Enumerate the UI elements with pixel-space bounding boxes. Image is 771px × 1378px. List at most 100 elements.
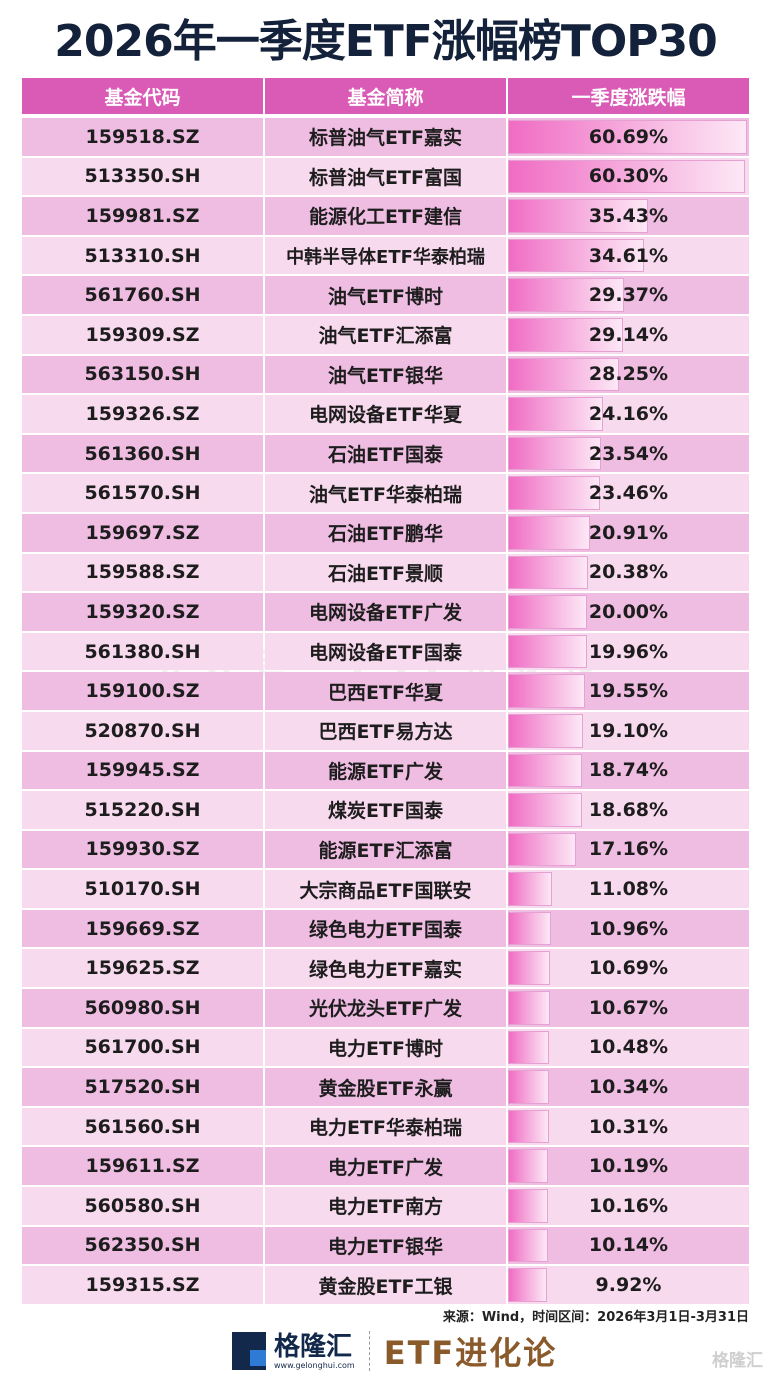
change-value: 29.37%: [588, 284, 669, 307]
change-bar: [508, 1228, 548, 1263]
change-value: 18.74%: [588, 759, 669, 782]
change-cell: 11.08%: [508, 870, 749, 908]
change-bar: [508, 674, 585, 708]
table-header: 基金代码 基金简称 一季度涨跌幅: [22, 78, 749, 114]
change-bar: [508, 911, 552, 946]
fund-code: 159326.SZ: [22, 395, 263, 433]
change-value: 23.46%: [588, 482, 669, 505]
fund-code: 159309.SZ: [22, 315, 263, 354]
change-cell: 60.30%: [508, 157, 749, 196]
change-value: 35.43%: [588, 204, 669, 227]
change-bar: [508, 1030, 550, 1065]
fund-name: 标普油气ETF嘉实: [265, 118, 506, 156]
table-row: 561700.SH 电力ETF博时 10.48%: [22, 1028, 749, 1067]
change-cell: 10.34%: [508, 1068, 749, 1106]
fund-name: 电力ETF华泰柏瑞: [265, 1107, 506, 1146]
fund-name: 电力ETF南方: [265, 1187, 506, 1225]
table-row: 159669.SZ 绿色电力ETF国泰 10.96%: [22, 909, 749, 948]
fund-code: 159981.SZ: [22, 197, 263, 235]
change-cell: 24.16%: [508, 395, 749, 433]
change-cell: 20.00%: [508, 593, 749, 631]
change-cell: 19.96%: [508, 632, 749, 671]
gelonghui-logo-icon: [232, 1332, 266, 1370]
header-change: 一季度涨跌幅: [508, 78, 749, 114]
table-row: 563150.SH 油气ETF银华 28.25%: [22, 355, 749, 394]
change-bar: [508, 357, 620, 392]
change-bar: [508, 753, 582, 788]
fund-name: 石油ETF国泰: [265, 434, 506, 473]
fund-name: 电力ETF广发: [265, 1147, 506, 1186]
change-bar: [508, 1268, 548, 1302]
table-row: 159611.SZ 电力ETF广发 10.19%: [22, 1147, 749, 1186]
fund-name: 油气ETF博时: [265, 276, 506, 314]
fund-name: 巴西ETF华夏: [265, 672, 506, 710]
table-row: 159930.SZ 能源ETF汇添富 17.16%: [22, 830, 749, 869]
fund-name: 能源化工ETF建信: [265, 197, 506, 235]
header-code: 基金代码: [22, 78, 263, 114]
fund-name: 电网设备ETF广发: [265, 593, 506, 631]
logo-url: www.gelonghui.com: [274, 1360, 355, 1370]
fund-code: 561700.SH: [22, 1028, 263, 1067]
logo-name: 格隆汇: [274, 1331, 353, 1362]
change-cell: 19.55%: [508, 672, 749, 710]
fund-code: 563150.SH: [22, 355, 263, 394]
change-cell: 10.96%: [508, 909, 749, 948]
change-bar: [508, 238, 645, 273]
change-value: 10.67%: [588, 996, 669, 1019]
fund-code: 560980.SH: [22, 989, 263, 1027]
change-bar: [508, 159, 746, 194]
page-title: 2026年一季度ETF涨幅榜TOP30: [54, 16, 717, 67]
change-value: 10.16%: [588, 1194, 669, 1217]
change-bar: [508, 436, 601, 471]
change-bar: [508, 476, 601, 510]
change-value: 60.30%: [588, 165, 669, 188]
change-bar: [508, 991, 551, 1025]
change-value: 10.96%: [588, 917, 669, 940]
change-value: 17.16%: [588, 838, 669, 861]
table-row: 510170.SH 大宗商品ETF国联安 11.08%: [22, 870, 749, 908]
change-bar: [508, 1070, 549, 1104]
change-cell: 23.46%: [508, 474, 749, 512]
fund-name: 光伏龙头ETF广发: [265, 989, 506, 1027]
change-bar: [508, 555, 589, 590]
change-bar: [508, 634, 587, 669]
fund-name: 大宗商品ETF国联安: [265, 870, 506, 908]
fund-code: 560580.SH: [22, 1187, 263, 1225]
change-value: 19.55%: [588, 680, 669, 703]
change-cell: 19.10%: [508, 711, 749, 750]
fund-code: 513310.SH: [22, 236, 263, 275]
fund-name: 绿色电力ETF国泰: [265, 909, 506, 948]
change-value: 18.68%: [588, 798, 669, 821]
change-bar: [508, 397, 604, 431]
change-bar: [508, 832, 576, 867]
fund-code: 561760.SH: [22, 276, 263, 314]
change-value: 60.69%: [588, 125, 669, 148]
table-row: 517520.SH 黄金股ETF永赢 10.34%: [22, 1068, 749, 1106]
change-bar: [508, 278, 624, 312]
table-row: 159320.SZ 电网设备ETF广发 20.00%: [22, 593, 749, 631]
fund-code: 159669.SZ: [22, 909, 263, 948]
change-bar: [508, 713, 584, 748]
change-bar: [508, 317, 623, 352]
change-value: 34.61%: [588, 244, 669, 267]
change-bar: [508, 120, 747, 154]
change-value: 10.19%: [588, 1155, 669, 1178]
change-bar: [508, 199, 648, 233]
table-row: 520870.SH 巴西ETF易方达 19.10%: [22, 711, 749, 750]
table-row: 159315.SZ 黄金股ETF工银 9.92%: [22, 1266, 749, 1304]
change-cell: 18.68%: [508, 791, 749, 829]
fund-name: 绿色电力ETF嘉实: [265, 949, 506, 988]
fund-code: 561570.SH: [22, 474, 263, 512]
etf-ranking-table: 基金代码 基金简称 一季度涨跌幅 159518.SZ 标普油气ETF嘉实 60.69…: [22, 78, 749, 1306]
table-row: 561570.SH 油气ETF华泰柏瑞 23.46%: [22, 474, 749, 512]
change-cell: 10.19%: [508, 1147, 749, 1186]
change-cell: 35.43%: [508, 197, 749, 235]
fund-code: 159100.SZ: [22, 672, 263, 710]
table-row: 159697.SZ 石油ETF鹏华 20.91%: [22, 513, 749, 552]
table-row: 562350.SH 电力ETF银华 10.14%: [22, 1226, 749, 1265]
table-row: 159326.SZ 电网设备ETF华夏 24.16%: [22, 395, 749, 433]
fund-code: 159625.SZ: [22, 949, 263, 988]
change-cell: 60.69%: [508, 118, 749, 156]
change-value: 10.69%: [588, 957, 669, 980]
change-cell: 10.69%: [508, 949, 749, 988]
